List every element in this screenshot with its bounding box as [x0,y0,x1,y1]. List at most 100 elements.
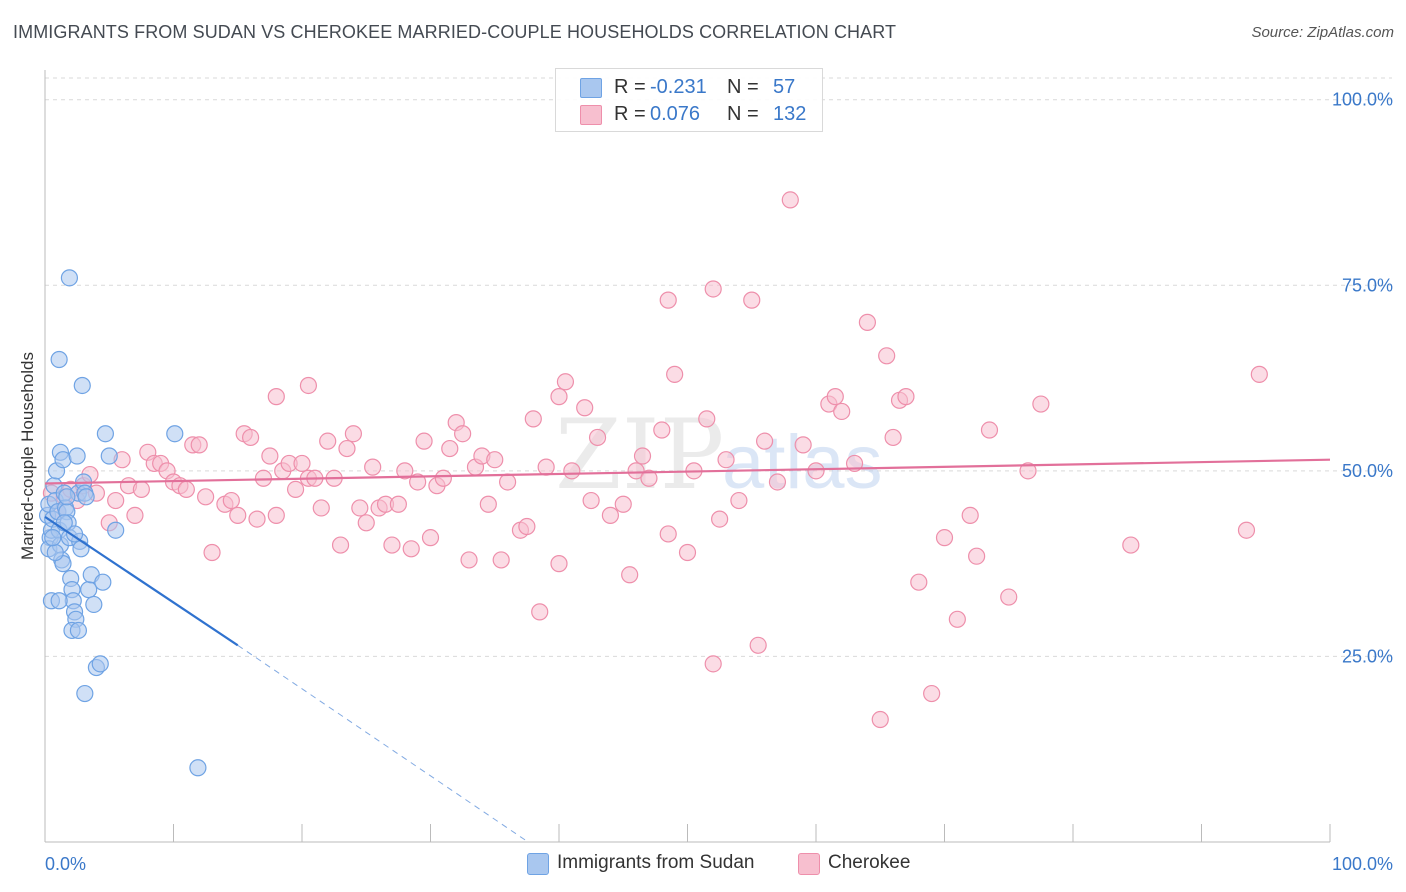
data-point [107,491,125,510]
data-point [454,425,472,443]
data-point [550,555,568,573]
data-point [76,684,94,703]
data-point [1019,462,1037,480]
data-point [858,313,877,331]
data-point [248,510,266,528]
data-point [166,425,184,443]
data-point [833,402,851,421]
r-value: -0.231 [650,76,707,98]
data-point [717,451,735,469]
r-label: R = [614,103,646,125]
source-label: Source: ZipAtlas.com [1251,24,1394,41]
data-point [807,462,825,480]
data-point [550,388,568,406]
data-point [781,191,799,209]
data-point [627,462,645,480]
data-point [711,510,729,528]
data-point [319,432,337,450]
data-point [948,610,966,628]
watermark: ZIP atlas [555,399,883,511]
data-point [91,655,109,673]
data-point [299,376,318,395]
data-point [910,573,928,591]
data-point [261,447,279,465]
legend-swatch-cherokee [798,853,820,875]
data-point [364,458,382,476]
data-point [197,488,215,506]
data-point [189,759,207,777]
data-point [421,529,440,547]
data-point [659,291,677,309]
x-tick-label: 100.0% [1332,854,1393,874]
data-point [344,425,362,443]
data-point [531,603,549,621]
data-point [441,439,459,458]
data-point [768,473,787,491]
x-tick-label: 0.0% [45,854,86,874]
data-point [177,480,195,499]
data-point [980,421,999,439]
data-point [460,551,478,569]
data-point [486,451,504,469]
data-point [878,347,896,365]
data-point [588,428,607,447]
data-point [434,469,452,487]
tick-labels: 25.0% 50.0% 75.0% 100.0% 0.0% 100.0% [45,90,1393,874]
data-point [383,536,401,554]
data-point [1122,536,1140,554]
data-point [537,458,555,476]
data-point [72,540,90,558]
data-point [50,350,68,369]
n-value: 132 [773,103,807,125]
data-point [107,521,125,539]
data-point [582,491,600,510]
trend-line-cherokee [44,458,1331,485]
data-point [659,525,677,543]
data-point [743,291,761,309]
series-sudan-points [38,269,207,777]
data-point [961,506,979,524]
data-point [518,517,536,536]
data-point [409,473,427,491]
data-point [58,488,76,506]
data-point [678,543,697,562]
data-point [1250,365,1268,383]
data-point [132,480,150,499]
legend-swatch-sudan [527,853,549,875]
legend-label-sudan: Immigrants from Sudan [557,852,755,873]
data-point [54,451,72,469]
data-point [402,540,420,558]
axes [44,70,1331,843]
data-point [80,581,98,599]
data-point [621,566,639,584]
data-point [601,506,620,524]
data-point [755,432,774,450]
n-value: 57 [773,76,796,98]
data-point [203,543,221,562]
data-point [351,499,369,517]
data-point [267,506,285,524]
data-point [492,551,510,569]
series-cherokee-points [42,191,1268,729]
data-point [749,636,767,654]
y-tick-label: 100.0% [1332,90,1393,110]
legend-swatch-cherokee [580,105,602,125]
data-point [229,506,247,524]
data-point [1032,395,1050,413]
data-point [286,480,305,499]
data-point [897,388,915,406]
data-point [730,491,748,510]
data-point [46,543,64,562]
data-point [396,462,414,480]
data-point [826,388,844,406]
trend-line-sudan [44,515,239,647]
data-point [704,280,722,298]
data-point [666,365,684,383]
data-point [389,495,407,513]
chart-title: IMMIGRANTS FROM SUDAN VS CHEROKEE MARRIE… [13,22,897,42]
data-point [69,621,88,640]
y-tick-label: 50.0% [1342,461,1393,481]
y-tick-label: 75.0% [1342,275,1393,295]
data-point [73,376,91,395]
